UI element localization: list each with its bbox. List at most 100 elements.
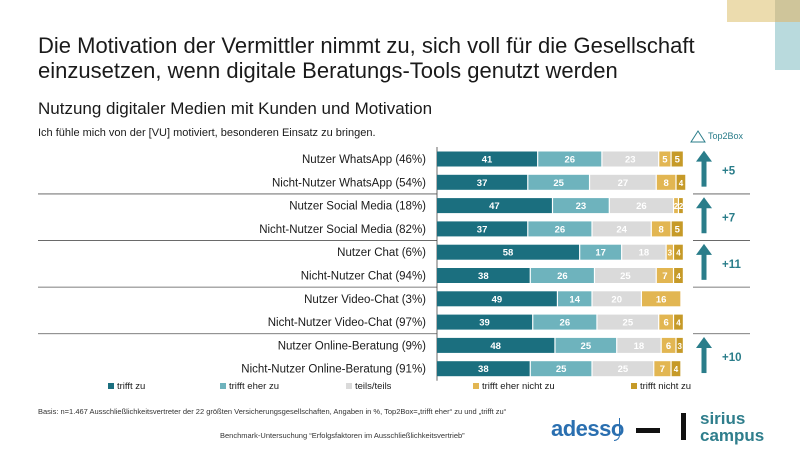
bar-trifft-nicht-zu [671,151,683,167]
top2box-diff: +5 [722,166,736,178]
category-label: Nutzer Video-Chat (3%) [304,294,426,306]
data-label: 4 [676,272,681,281]
data-label: 4 [676,319,681,328]
bar-teils-teils [590,174,656,190]
category-label: Nutzer Chat (6%) [337,247,426,259]
corner-decoration-beige [727,0,775,22]
data-label: 17 [595,248,606,259]
corner-decoration-olive [775,0,800,22]
legend-label-trifft-zu: trifft zu [117,381,145,392]
legend-label-teils-teils: teils/teils [355,381,392,392]
bar-trifft-eher-nicht-zu [642,291,681,307]
bar-trifft-eher-nicht-zu [654,361,671,377]
data-label: 18 [634,341,645,352]
footnote: Basis: n=1.467 Ausschließlichkeitsvertre… [38,407,507,416]
data-label: 47 [489,201,500,212]
data-label: 3 [677,342,682,351]
bar-trifft-eher-zu [528,174,589,190]
survey-question: Ich fühle mich von der [VU] motiviert, b… [38,127,376,139]
data-label: 26 [560,318,571,329]
bar-trifft-eher-zu [528,221,592,237]
bar-trifft-eher-zu [580,244,622,260]
data-label: 25 [618,364,629,375]
sirius-campus-logo: sirius campus [700,410,764,444]
corner-decoration-teal [775,22,800,70]
category-label: Nutzer WhatsApp (46%) [302,154,426,166]
bar-trifft-eher-zu [530,268,594,283]
data-label: 25 [553,178,564,189]
bar-teils-teils [617,337,661,353]
top2box-label: Top2Box [708,131,744,141]
data-label: 25 [620,271,631,282]
bar-trifft-eher-nicht-zu [656,268,673,283]
adesso-logo-mark [614,418,620,441]
bar-teils-teils [595,268,656,283]
bar-teils-teils [622,244,666,260]
top2box-diff: +11 [722,259,741,271]
category-label: Nutzer Online-Beratung (9%) [278,340,426,352]
bar-trifft-eher-zu [558,291,592,307]
bar-trifft-eher-zu [533,314,597,330]
bar-teils-teils [592,291,641,307]
bar-trifft-nicht-zu [674,314,683,330]
bar-trifft-zu [437,221,528,237]
legend-swatch-teils-teils [346,383,352,389]
data-label: 26 [564,155,575,166]
data-label: 4 [674,365,679,374]
bar-trifft-zu [437,174,528,190]
data-label: 27 [618,178,629,189]
up-arrow-head-icon [696,243,712,255]
bar-trifft-nicht-zu [674,268,683,283]
up-arrow-head-icon [696,197,712,209]
data-label: 20 [611,294,622,305]
data-label: 6 [666,341,671,352]
data-label: 39 [479,318,490,329]
data-label: 38 [478,364,489,375]
stacked-bar-chart: Nutzer WhatsApp (46%) 41 26 23 5 5Nicht-Nutze… [38,147,750,392]
legend-label-trifft-nicht-zu: trifft nicht zu [640,381,691,392]
data-label: 49 [492,294,503,305]
logo-separator-bar [681,413,686,440]
data-label: 48 [490,341,501,352]
category-label: Nicht-Nutzer Chat (94%) [301,271,426,283]
bar-trifft-zu [437,151,538,167]
adesso-logo: adesso [551,416,624,441]
bar-trifft-eher-nicht-zu [666,244,673,260]
bar-trifft-nicht-zu [671,221,683,237]
top2box-diff: +7 [722,212,735,224]
category-label: Nicht-Nutzer Online-Beratung (91%) [241,364,426,376]
legend-swatch-trifft-eher-zu [220,383,226,389]
chart-subtitle: Nutzung digitaler Medien mit Kunden und … [38,99,433,118]
data-label: 4 [676,249,681,258]
data-label: 3 [668,249,673,258]
bar-teils-teils [592,361,654,377]
up-arrow-head-icon [696,150,712,162]
data-label: 25 [556,364,567,375]
data-label: 4 [679,179,684,188]
top2box-legend: Top2Box [690,129,743,143]
sirius-logo-line: sirius [700,409,746,428]
data-label: 6 [663,318,668,329]
legend-label-trifft-eher-nicht-zu: trifft eher nicht zu [482,381,555,392]
bar-teils-teils [602,151,659,167]
data-label: 5 [675,224,681,235]
bar-trifft-eher-nicht-zu [659,314,673,330]
data-label: 7 [660,364,665,375]
data-label: 18 [639,248,650,259]
data-label: 26 [636,201,647,212]
bar-teils-teils [609,198,673,214]
data-label: 37 [477,224,488,235]
legend-swatch-trifft-nicht-zu [631,383,637,389]
bar-trifft-eher-zu [555,337,617,353]
data-label: 16 [656,294,667,305]
bar-trifft-zu [437,291,557,307]
bar-teils-teils [592,221,651,237]
bar-trifft-eher-nicht-zu [651,221,671,237]
bar-trifft-nicht-zu [679,198,683,214]
bar-trifft-nicht-zu [676,337,683,353]
bar-trifft-eher-nicht-zu [659,151,671,167]
data-label: 58 [503,248,514,259]
bar-trifft-zu [437,361,530,377]
data-label: 5 [662,155,668,166]
logo-separator-dash [636,428,660,433]
